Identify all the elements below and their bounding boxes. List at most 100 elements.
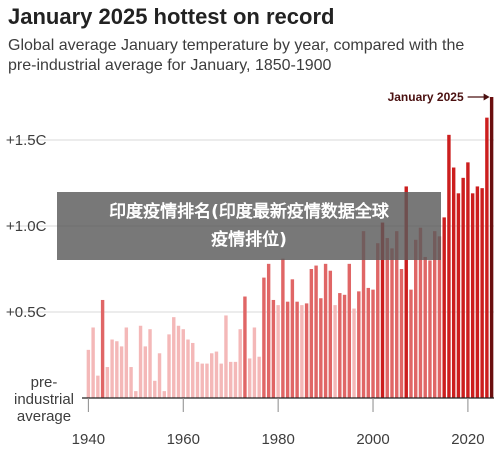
bar-1946 <box>115 341 119 398</box>
bar-1976 <box>257 356 261 398</box>
bar-2023 <box>480 188 484 398</box>
bar-1959 <box>176 325 181 398</box>
bar-1962 <box>191 342 195 398</box>
bar-2022 <box>475 186 480 398</box>
bar-2009 <box>414 239 418 398</box>
bar-1978 <box>266 263 271 398</box>
bar-2010 <box>418 227 423 398</box>
bar-2018 <box>456 193 461 398</box>
bar-1980 <box>276 305 280 398</box>
bar-2005 <box>395 231 399 398</box>
bar-1998 <box>361 231 366 398</box>
bar-1968 <box>219 363 223 398</box>
bar-1965 <box>205 363 209 398</box>
bar-1984 <box>295 301 299 398</box>
bar-1954 <box>153 380 157 398</box>
bar-1990 <box>323 263 328 398</box>
bar-2016 <box>447 134 451 398</box>
bar-1958 <box>172 317 176 398</box>
bar-1974 <box>247 358 252 398</box>
bar-1942 <box>96 375 100 398</box>
annotation-arrow-head <box>483 93 490 101</box>
bar-2006 <box>399 269 404 398</box>
y-tick-label: industrial <box>14 391 74 408</box>
bar-1963 <box>195 361 200 398</box>
bar-1997 <box>357 291 361 398</box>
bar-2017 <box>451 167 456 398</box>
chart-title: January 2025 hottest on record <box>8 4 335 29</box>
y-tick-label: +1.5C <box>6 132 47 149</box>
bar-1977 <box>262 277 266 398</box>
bar-2014 <box>437 236 442 398</box>
bar-1992 <box>333 305 337 398</box>
x-tick-label: 1940 <box>72 431 105 448</box>
bar-1995 <box>347 263 352 398</box>
y-tick-label: +1.0C <box>6 218 47 235</box>
bar-1970 <box>228 361 233 398</box>
bar-1960 <box>181 329 185 398</box>
bar-1979 <box>271 299 276 398</box>
bar-1971 <box>233 361 238 398</box>
bar-2008 <box>409 289 413 398</box>
bar-1950 <box>134 391 138 398</box>
bar-1941 <box>91 327 95 398</box>
bar-2000 <box>371 289 375 398</box>
y-tick-label: average <box>17 408 71 425</box>
overlay-banner: 印度疫情排名(印度最新疫情数据全球 疫情排位) <box>57 192 441 260</box>
bar-1999 <box>366 287 370 398</box>
bar-1981 <box>281 258 285 398</box>
bar-1994 <box>342 294 347 398</box>
bar-1985 <box>300 305 304 398</box>
bar-1987 <box>309 269 314 398</box>
bar-1986 <box>304 303 309 398</box>
overlay-text-line-2: 疫情排位) <box>211 230 287 250</box>
bar-1951 <box>138 325 143 398</box>
bar-1967 <box>214 351 219 398</box>
y-tick-label: +0.5C <box>6 304 47 321</box>
bar-1966 <box>210 353 214 398</box>
bar-1988 <box>314 265 318 398</box>
bar-1953 <box>148 329 152 398</box>
bar-1948 <box>124 327 129 398</box>
overlay-text-line-1: 印度疫情排名(印度最新疫情数据全球 <box>109 202 389 222</box>
bar-1973 <box>243 296 247 398</box>
bars <box>86 97 494 398</box>
bar-1989 <box>319 298 323 398</box>
chart-subtitle: Global average January temperature by ye… <box>8 37 465 74</box>
bar-1947 <box>119 346 124 398</box>
bar-1952 <box>143 346 148 398</box>
bar-2015 <box>442 217 446 398</box>
bar-2001 <box>376 243 380 398</box>
bar-1983 <box>290 279 295 398</box>
bar-1956 <box>162 391 166 398</box>
bar-2020 <box>466 162 470 398</box>
bar-1993 <box>338 293 342 398</box>
bar-1996 <box>352 308 356 398</box>
bar-1944 <box>105 367 110 398</box>
x-tick-label: 1960 <box>167 431 200 448</box>
bar-2012 <box>428 260 432 398</box>
bar-2003 <box>385 238 389 398</box>
bar-2007 <box>404 186 408 398</box>
x-tick-label: 2000 <box>356 431 389 448</box>
bar-1949 <box>129 367 133 398</box>
y-tick-label: pre- <box>31 374 58 391</box>
annotation: January 2025 <box>388 90 490 104</box>
bar-2011 <box>423 256 427 398</box>
bar-1972 <box>238 329 242 398</box>
bar-2019 <box>461 177 465 398</box>
bar-2013 <box>432 231 437 398</box>
x-tick-label: 1980 <box>261 431 294 448</box>
x-tick-label: 2020 <box>451 431 484 448</box>
bar-2004 <box>390 248 394 398</box>
bar-1964 <box>200 363 204 398</box>
bar-1982 <box>285 301 290 398</box>
bar-2024 <box>485 117 489 398</box>
bar-1957 <box>167 334 171 398</box>
bar-1943 <box>100 299 105 398</box>
bar-2021 <box>470 193 475 398</box>
bar-1940 <box>86 349 91 398</box>
bar-1991 <box>328 270 333 398</box>
